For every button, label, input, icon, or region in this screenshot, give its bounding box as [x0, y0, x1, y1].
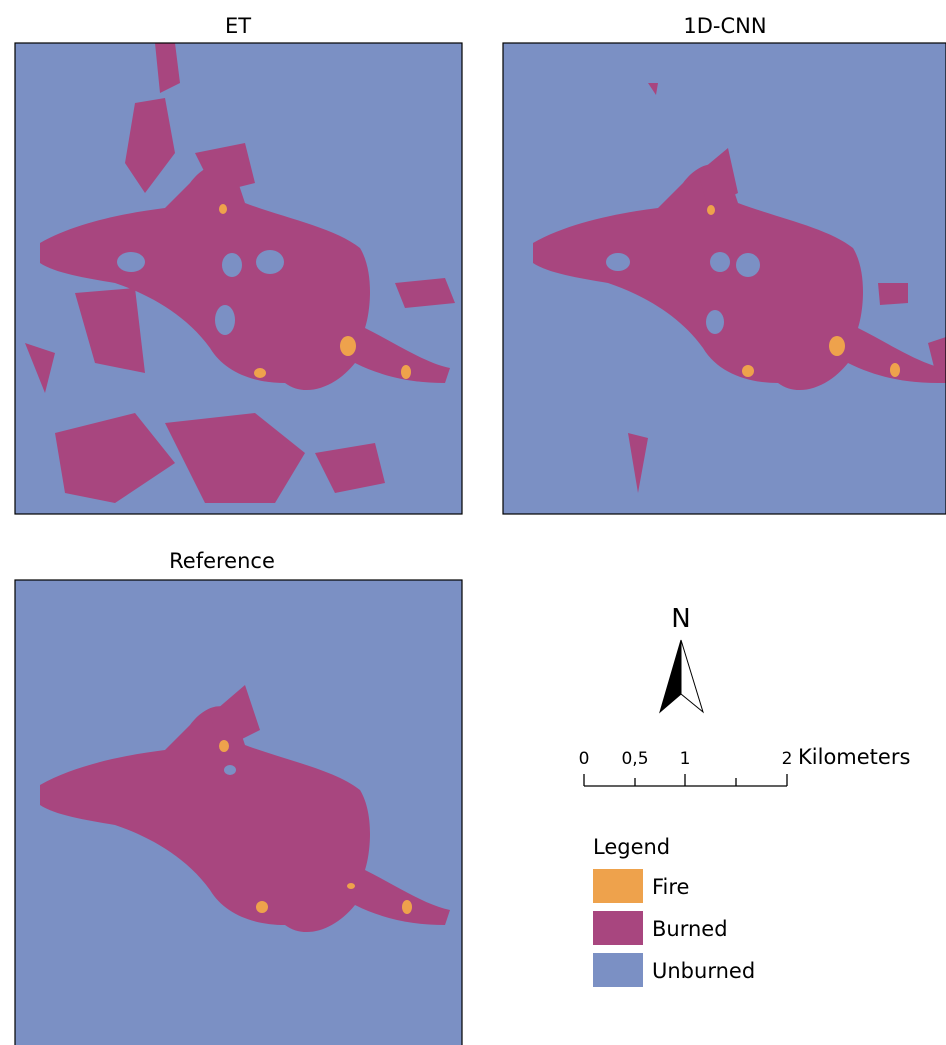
scale-labels: 0 0,5 1 2	[579, 749, 793, 769]
north-label: N	[671, 604, 690, 634]
legend-title: Legend	[593, 835, 670, 859]
legend-label: Burned	[652, 917, 728, 941]
legend-swatch	[593, 911, 643, 945]
legend: Fire Burned Unburned	[593, 869, 755, 987]
figure: ET 1D-CNN Reference N	[0, 0, 946, 1045]
legend-label: Fire	[652, 875, 689, 899]
unburned-gap	[224, 765, 236, 775]
map-panel	[15, 580, 462, 1045]
map-panel	[503, 43, 946, 514]
north-arrow	[681, 640, 703, 712]
legend-swatch	[593, 953, 643, 987]
scale-label: 0	[579, 749, 590, 769]
scale-bar	[584, 774, 787, 786]
scale-label: 0,5	[621, 749, 648, 769]
legend-swatch	[593, 869, 643, 903]
scale-units: Kilometers	[798, 745, 910, 769]
scale-label: 2	[782, 749, 793, 769]
panel-title: 1D-CNN	[683, 14, 766, 38]
scale-label: 1	[680, 749, 691, 769]
map-panel	[15, 43, 462, 514]
legend-label: Unburned	[652, 959, 755, 983]
panel-title: Reference	[169, 549, 275, 573]
panel-title: ET	[225, 14, 251, 38]
north-arrow	[660, 640, 681, 712]
